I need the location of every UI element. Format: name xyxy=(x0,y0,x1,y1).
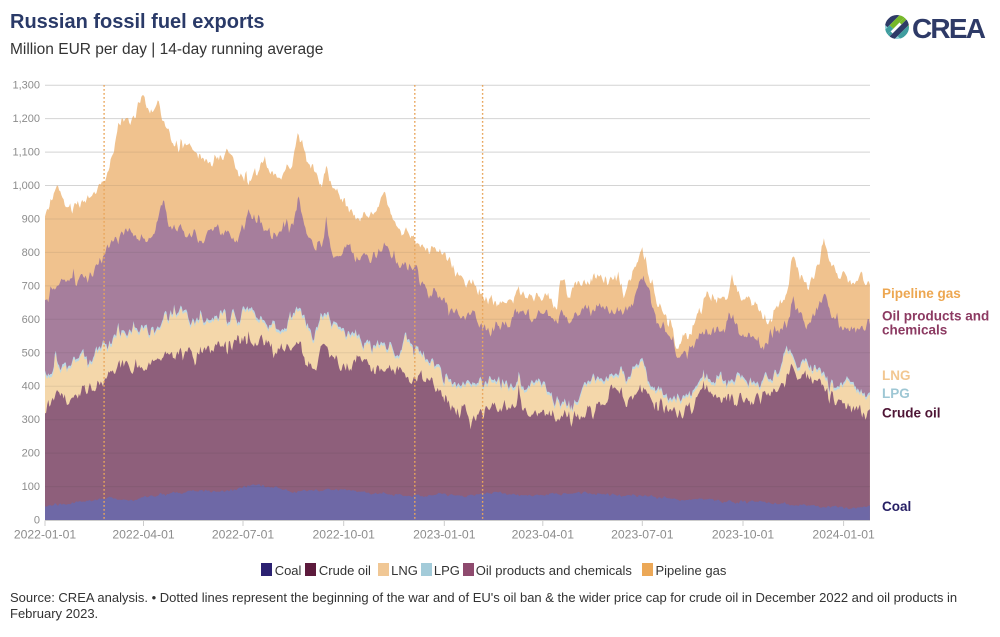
svg-text:chemicals: chemicals xyxy=(882,323,947,338)
svg-text:Coal: Coal xyxy=(882,499,911,514)
svg-text:2022-04-01: 2022-04-01 xyxy=(112,528,175,542)
svg-text:Crude oil: Crude oil xyxy=(882,406,941,421)
svg-text:900: 900 xyxy=(22,214,40,226)
svg-text:2023-04-01: 2023-04-01 xyxy=(512,528,575,542)
svg-text:400: 400 xyxy=(22,381,40,393)
svg-text:Oil products and: Oil products and xyxy=(882,309,989,324)
svg-text:1,000: 1,000 xyxy=(12,180,40,192)
svg-text:600: 600 xyxy=(22,314,40,326)
svg-text:200: 200 xyxy=(22,448,40,460)
svg-text:2023-07-01: 2023-07-01 xyxy=(611,528,674,542)
svg-text:2022-10-01: 2022-10-01 xyxy=(313,528,376,542)
svg-text:2022-07-01: 2022-07-01 xyxy=(212,528,275,542)
svg-text:2023-01-01: 2023-01-01 xyxy=(413,528,476,542)
svg-text:2023-10-01: 2023-10-01 xyxy=(712,528,775,542)
svg-text:1,300: 1,300 xyxy=(12,80,40,92)
svg-text:LPG: LPG xyxy=(882,386,910,401)
svg-text:Pipeline gas: Pipeline gas xyxy=(882,286,961,301)
svg-text:1,100: 1,100 xyxy=(12,147,40,159)
svg-text:500: 500 xyxy=(22,347,40,359)
svg-text:2022-01-01: 2022-01-01 xyxy=(14,528,77,542)
svg-text:0: 0 xyxy=(34,515,40,527)
svg-text:1,200: 1,200 xyxy=(12,113,40,125)
svg-text:2024-01-01: 2024-01-01 xyxy=(812,528,875,542)
svg-text:LNG: LNG xyxy=(882,368,911,383)
svg-text:300: 300 xyxy=(22,414,40,426)
svg-text:700: 700 xyxy=(22,280,40,292)
svg-text:100: 100 xyxy=(22,481,40,493)
svg-text:800: 800 xyxy=(22,247,40,259)
